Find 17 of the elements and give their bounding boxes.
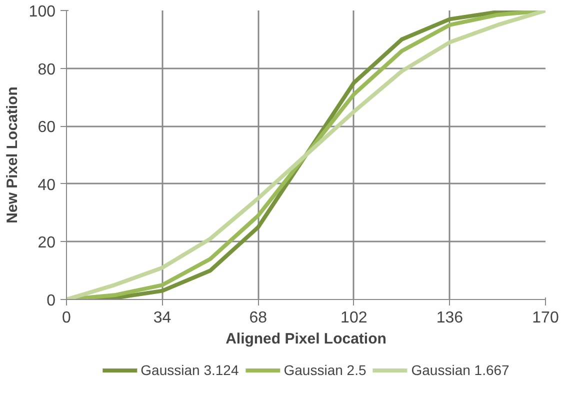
legend-label: Gaussian 3.124 — [140, 362, 239, 378]
y-tick-label: 60 — [38, 119, 56, 136]
legend-label: Gaussian 2.5 — [284, 362, 366, 378]
y-tick-label: 40 — [38, 176, 56, 194]
x-axis-title: Aligned Pixel Location — [226, 330, 386, 348]
x-tick-label: 102 — [340, 310, 368, 326]
legend-label: Gaussian 1.667 — [411, 362, 510, 378]
y-tick-label: 80 — [38, 61, 56, 78]
y-tick-label: 100 — [28, 4, 56, 20]
y-tick-label: 0 — [46, 292, 56, 310]
y-axis-title: New Pixel Location — [4, 86, 21, 224]
x-tick-label: 34 — [153, 310, 172, 326]
x-tick-label: 136 — [436, 310, 464, 326]
y-tick-label: 20 — [38, 234, 56, 252]
x-tick-label: 170 — [532, 310, 559, 326]
x-tick-label: 68 — [249, 310, 268, 326]
x-tick-label: 0 — [62, 310, 72, 326]
